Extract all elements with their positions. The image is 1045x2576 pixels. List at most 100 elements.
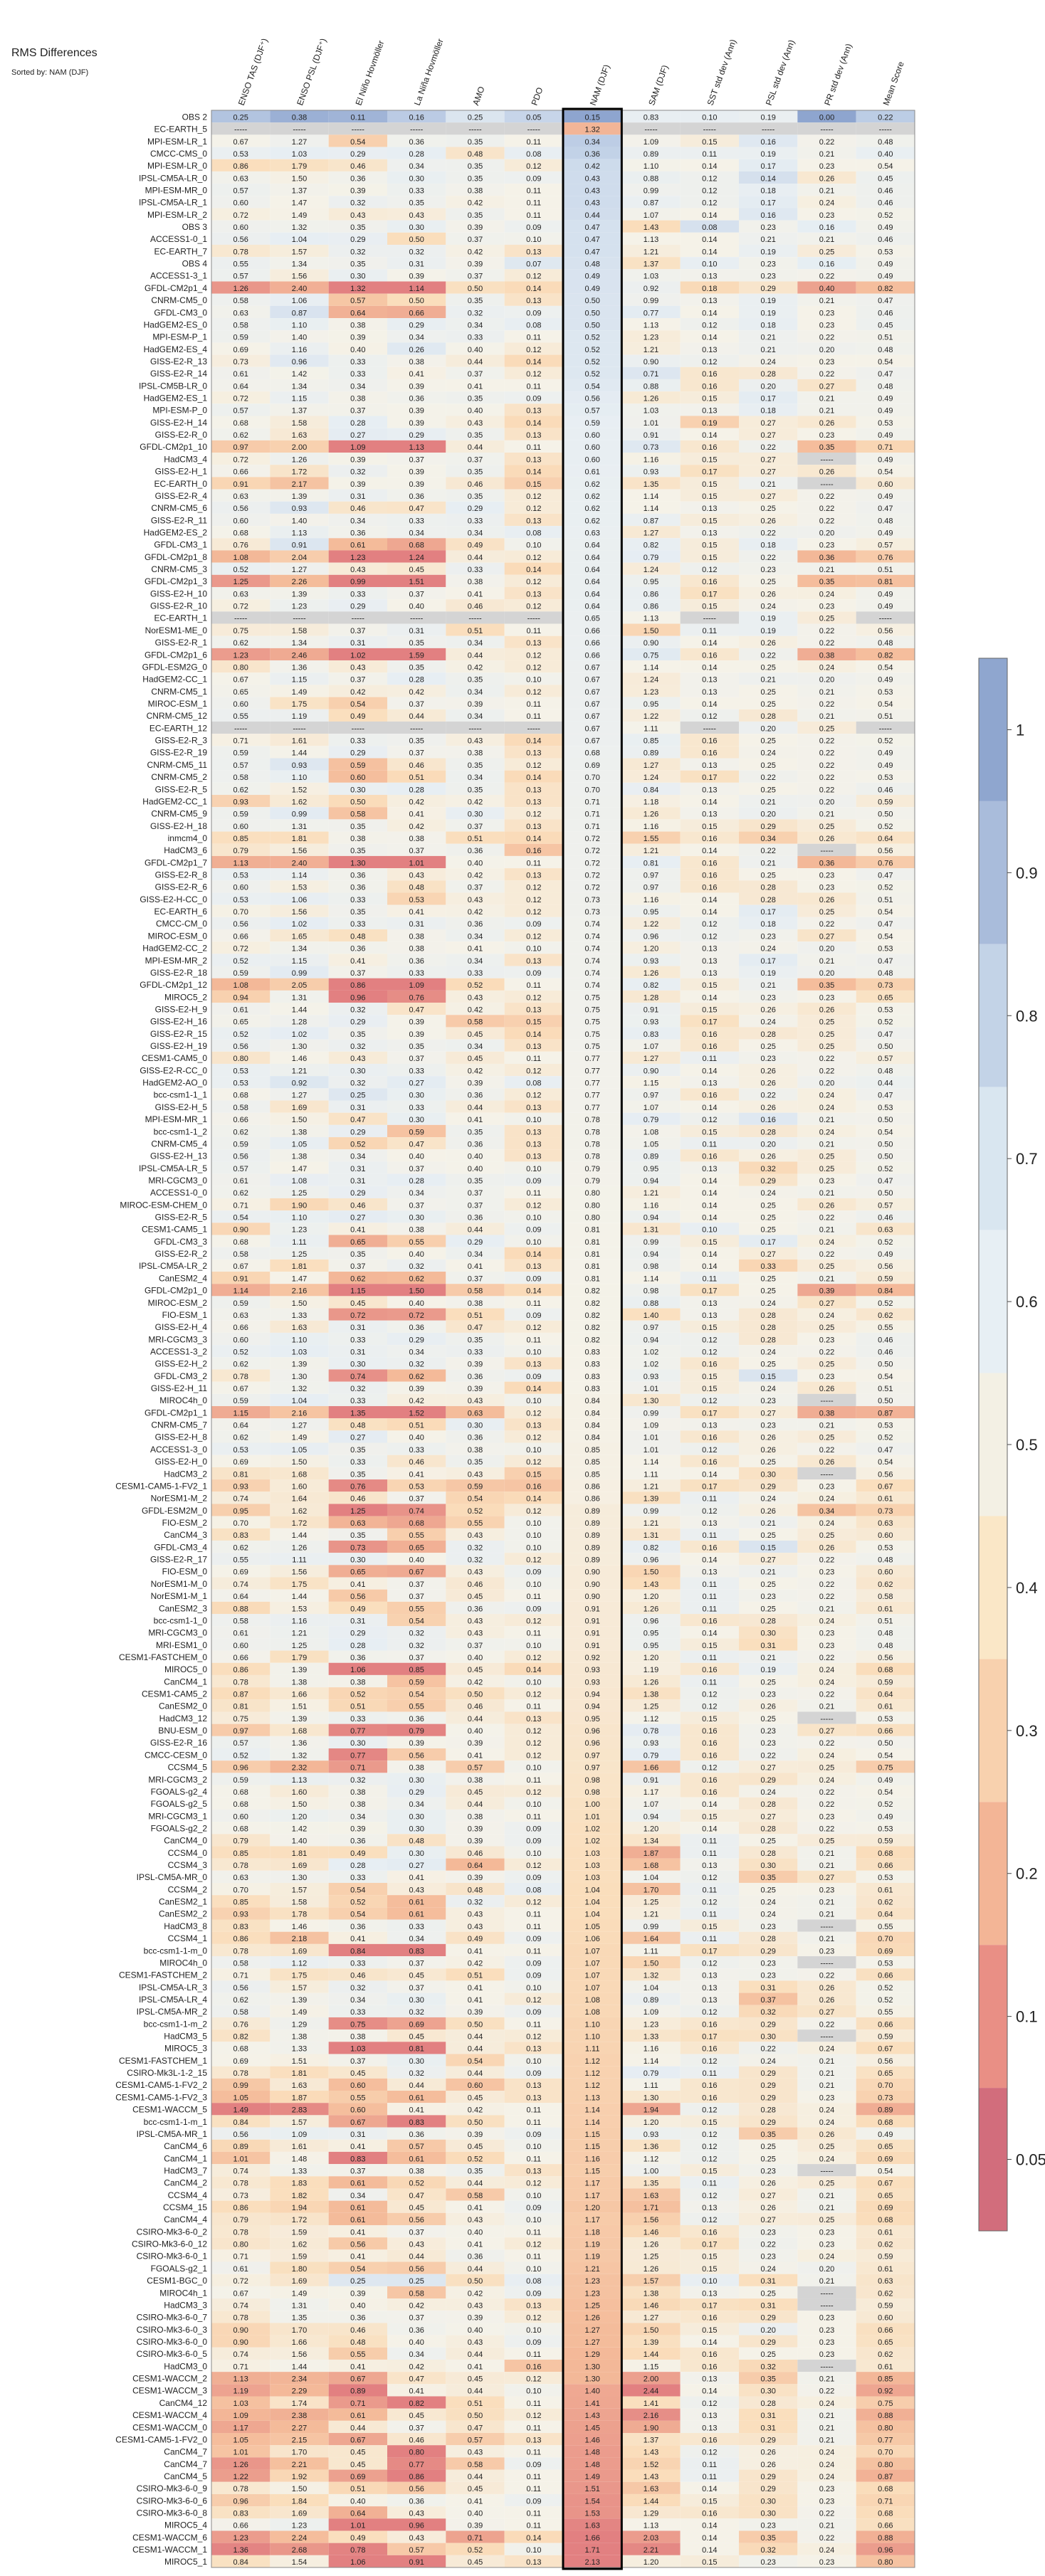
cell-value: 0.23	[819, 309, 834, 317]
cell-value: 0.56	[233, 1984, 248, 1992]
column-header: ENSO TAS (DJF⁺)	[236, 37, 270, 107]
heatmap-cell	[270, 147, 329, 159]
cell-value: 0.12	[702, 2057, 717, 2066]
cell-value: -----	[468, 615, 482, 623]
cell-value: 0.13	[702, 1972, 717, 1980]
cell-value: 0.12	[702, 2008, 717, 2017]
heatmap-cell	[270, 184, 329, 196]
cell-value: 0.80	[233, 663, 248, 672]
cell-value: 1.04	[584, 1899, 599, 1907]
row-label: GFDL-CM2p1_4	[145, 283, 207, 293]
cell-value: 0.39	[409, 407, 424, 416]
cell-value: 0.12	[526, 932, 541, 941]
cell-value: -----	[527, 615, 541, 623]
cell-value: 0.38	[468, 186, 483, 195]
cell-value: 0.35	[468, 162, 483, 171]
cell-value: 1.08	[233, 554, 248, 562]
cell-value: 0.90	[644, 639, 658, 648]
cell-value: 0.26	[760, 1446, 775, 1455]
cell-value: 0.26	[819, 174, 834, 183]
cell-value: 2.83	[292, 2106, 307, 2115]
heatmap-cell	[680, 477, 739, 490]
heatmap-cell	[328, 293, 387, 306]
cell-value: 0.29	[409, 431, 424, 440]
cell-value: 1.15	[350, 1287, 365, 1296]
cell-value: 0.13	[526, 2301, 541, 2310]
cell-value: 0.26	[819, 835, 834, 843]
cell-value: 0.86	[233, 162, 248, 171]
cell-value: 1.43	[644, 1580, 658, 1589]
cell-value: 0.11	[527, 2485, 542, 2493]
heatmap-cell	[856, 648, 915, 661]
cell-value: 0.23	[819, 358, 834, 366]
heatmap-cell	[739, 110, 798, 123]
cell-value: 2.68	[292, 2546, 307, 2555]
heatmap-cell	[211, 208, 271, 221]
heatmap-cell	[856, 550, 915, 563]
heatmap-cell	[387, 453, 446, 465]
row-label: GFDL-CM2p1_8	[145, 552, 207, 562]
row-label: OBS 2	[182, 112, 208, 122]
cell-value: 1.74	[292, 2400, 307, 2408]
heatmap-cell	[446, 513, 505, 527]
row-label: CanCM4_1	[164, 1677, 207, 1686]
cell-value: 1.50	[292, 1458, 307, 1467]
heatmap-cell	[211, 635, 271, 648]
cell-value: 0.16	[819, 223, 834, 232]
heatmap-cell	[328, 147, 387, 159]
cell-value: 0.61	[409, 2155, 424, 2163]
heatmap-cell	[446, 648, 505, 661]
cell-value: 0.33	[350, 358, 365, 366]
cell-value: 0.12	[526, 1067, 541, 1075]
cell-value: 0.28	[760, 2106, 775, 2115]
cell-value: 0.55	[409, 1531, 424, 1540]
cell-value: 0.32	[350, 1005, 365, 1014]
row-label: CESM1-FASTCHEM_1	[119, 2056, 207, 2066]
heatmap-cell	[797, 354, 856, 367]
cell-value: 0.30	[409, 1214, 424, 1223]
cell-value: 1.39	[292, 590, 307, 598]
row-label: MRI-CGCM3_0	[148, 1628, 207, 1638]
cell-value: 0.40	[468, 1727, 483, 1736]
cell-value: 0.35	[468, 174, 483, 183]
heatmap-cell	[621, 257, 681, 270]
heatmap-cell	[797, 269, 856, 282]
heatmap-cell	[856, 611, 915, 624]
cell-value: 0.32	[760, 2008, 775, 2017]
heatmap-cell	[797, 379, 856, 392]
row-label: CESM1-CAM5_1	[142, 1225, 207, 1235]
cell-value: 0.32	[409, 1361, 424, 1369]
cell-value: 2.00	[644, 2375, 658, 2384]
cell-value: 0.49	[350, 1605, 365, 1613]
cell-value: 0.12	[702, 920, 717, 929]
heatmap-cell	[328, 171, 387, 184]
row-label: GISS-E2-R_5	[155, 784, 208, 794]
heatmap-cell	[387, 440, 446, 453]
cell-value: 0.28	[760, 1336, 775, 1344]
cell-value: 0.15	[702, 1923, 717, 1931]
row-label: GISS-E2-H_9	[155, 1004, 208, 1014]
heatmap-cell	[563, 147, 622, 159]
heatmap-cell	[211, 342, 271, 355]
cell-value: 0.23	[760, 260, 775, 269]
row-label: IPSL-CM5A-LR_0	[139, 173, 207, 183]
heatmap-cell	[621, 281, 681, 294]
cell-value: 0.22	[819, 749, 834, 758]
cell-value: 0.99	[233, 2081, 248, 2090]
cell-value: 0.10	[526, 1642, 541, 1650]
cell-value: 1.03	[644, 273, 658, 281]
cell-value: 0.75	[644, 651, 658, 660]
cell-value: 0.37	[468, 1189, 483, 1198]
row-label: CSIRO-Mk3-6-0_1	[137, 2252, 208, 2261]
row-label: EC-EARTH_5	[154, 125, 208, 134]
heatmap-cell	[680, 184, 739, 196]
heatmap-cell	[621, 122, 681, 135]
cell-value: 0.12	[526, 1324, 541, 1332]
cell-value: 0.86	[350, 981, 365, 990]
heatmap-cell	[328, 134, 387, 147]
cell-value: 0.69	[233, 1458, 248, 1467]
cell-value: 0.60	[233, 199, 248, 208]
row-label: GISS-E2-H_11	[151, 1383, 207, 1393]
cell-value: 0.21	[819, 1703, 834, 1711]
cell-value: 0.24	[760, 1189, 775, 1198]
